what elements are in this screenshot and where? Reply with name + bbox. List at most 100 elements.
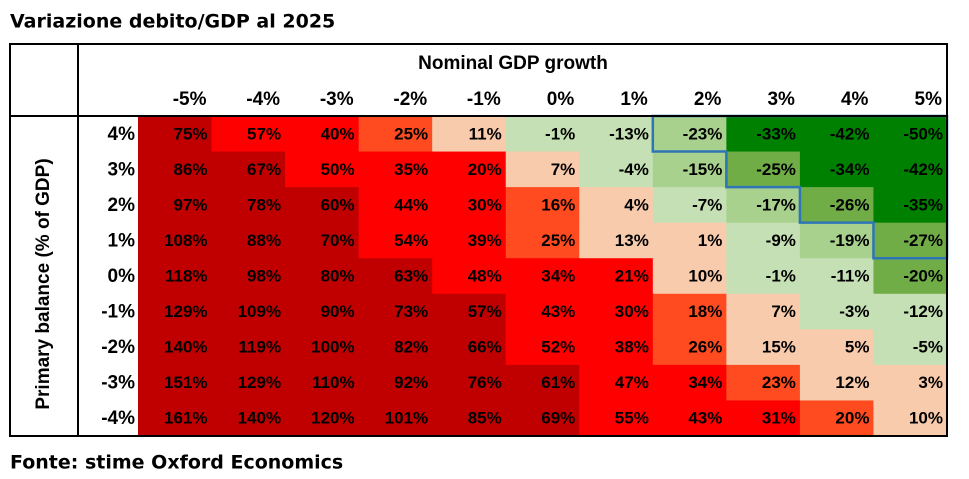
heatmap-cell xyxy=(579,116,654,153)
heatmap-cell xyxy=(138,329,213,366)
x-tick-label: 4% xyxy=(841,89,869,110)
cell-label: -11% xyxy=(831,266,870,285)
heatmap-cell xyxy=(285,400,360,437)
heatmap-cell xyxy=(505,222,580,259)
cell-label: 119% xyxy=(239,338,282,357)
heatmap-cell xyxy=(211,258,286,295)
cell-label: 54% xyxy=(394,231,428,250)
cell-label: 55% xyxy=(615,409,649,428)
heatmap-cell xyxy=(873,116,948,153)
cell-label: 10% xyxy=(688,266,722,285)
cell-label: 85% xyxy=(468,409,502,428)
heatmap-cell xyxy=(138,364,213,401)
cell-label: 140% xyxy=(238,409,281,428)
cell-label: 34% xyxy=(688,373,722,392)
x-tick-label: 5% xyxy=(915,89,943,110)
cell-label: -27% xyxy=(903,231,943,250)
heatmap-cell xyxy=(579,222,654,259)
heatmap-cell xyxy=(726,258,801,295)
x-tick-label: -2% xyxy=(393,89,427,110)
heatmap-cell xyxy=(726,364,801,401)
heatmap-cell xyxy=(579,187,654,224)
heatmap-cell xyxy=(579,258,654,295)
cell-label: -7% xyxy=(692,195,722,214)
heatmap-cell xyxy=(285,187,360,224)
heatmap-cell xyxy=(358,364,433,401)
cell-label: 7% xyxy=(771,302,796,321)
heatmap-cell xyxy=(432,364,507,401)
heatmap-cell xyxy=(138,187,213,224)
heatmap-cell xyxy=(432,258,507,295)
cell-label: 25% xyxy=(541,231,575,250)
heatmap-cell xyxy=(579,400,654,437)
source-note: Fonte: stime Oxford Economics xyxy=(10,452,343,474)
cell-label: -12% xyxy=(903,302,943,321)
cell-label: 40% xyxy=(321,124,355,143)
heatmap-cell xyxy=(579,293,654,330)
heatmap-cell xyxy=(652,329,727,366)
heatmap-cell xyxy=(505,364,580,401)
cell-label: 20% xyxy=(835,409,869,428)
heatmap-cell xyxy=(138,151,213,188)
heatmap-cell xyxy=(358,151,433,188)
heatmap-cell xyxy=(873,151,948,188)
cell-label: 43% xyxy=(688,409,722,428)
cell-label: 63% xyxy=(394,266,428,285)
x-tick-label: 0% xyxy=(547,89,575,110)
y-tick-label: -3% xyxy=(101,373,135,394)
heatmap-cell xyxy=(652,258,727,295)
heatmap-cell xyxy=(726,116,801,153)
cell-label: 98% xyxy=(247,266,281,285)
cell-label: -26% xyxy=(830,195,870,214)
heatmap-cell xyxy=(652,364,727,401)
heatmap-cell xyxy=(799,222,874,259)
cell-label: 86% xyxy=(174,160,208,179)
heatmap-cell xyxy=(799,151,874,188)
cell-label: 76% xyxy=(468,373,502,392)
cell-label: 35% xyxy=(394,160,428,179)
table-frame xyxy=(9,43,948,437)
y-tick-label: 1% xyxy=(108,230,136,251)
heatmap-cell xyxy=(432,400,507,437)
cell-label: 7% xyxy=(551,160,576,179)
cell-label: -20% xyxy=(903,266,943,285)
cell-label: 78% xyxy=(247,195,281,214)
cell-label: 151% xyxy=(164,373,207,392)
cell-label: 23% xyxy=(762,373,796,392)
cell-label: 25% xyxy=(394,124,428,143)
cell-label: 16% xyxy=(541,195,575,214)
x-tick-label: -5% xyxy=(173,89,207,110)
heatmap-cells: 75% 57% 40% 25% 11% -1% -13% -23% -33% -42% -50% 86… xyxy=(138,114,949,437)
cell-label: -19% xyxy=(830,231,870,250)
heatmap-cell xyxy=(652,400,727,437)
cell-label: 60% xyxy=(321,195,355,214)
cell-label: 30% xyxy=(468,195,502,214)
heatmap-cell xyxy=(652,187,727,224)
heatmap-cell xyxy=(579,151,654,188)
x-tick-label: -3% xyxy=(320,89,354,110)
heatmap-cell xyxy=(211,187,286,224)
cell-label: 47% xyxy=(615,373,649,392)
heatmap-cell xyxy=(138,222,213,259)
cell-label: 57% xyxy=(468,302,502,321)
cell-label: -33% xyxy=(756,124,796,143)
cell-label: 15% xyxy=(762,338,796,357)
heatmap-cell xyxy=(285,151,360,188)
cell-label: -1% xyxy=(545,124,575,143)
heatmap-cell xyxy=(726,293,801,330)
cell-label: -9% xyxy=(766,231,796,250)
cell-label: -5% xyxy=(913,338,943,357)
cell-label: 101% xyxy=(385,409,428,428)
y-tick-label: 2% xyxy=(108,195,136,216)
cell-label: 129% xyxy=(164,302,207,321)
cell-label: 118% xyxy=(165,266,208,285)
heatmap-cell xyxy=(432,116,507,153)
cell-label: -13% xyxy=(609,124,649,143)
heatmap-cell xyxy=(211,222,286,259)
heatmap-cell xyxy=(652,116,727,153)
y-tick-label: 0% xyxy=(108,266,136,287)
cell-label: 82% xyxy=(394,338,428,357)
cell-label: -17% xyxy=(756,195,796,214)
heatmap-cell xyxy=(285,222,360,259)
heatmap-cell xyxy=(358,187,433,224)
